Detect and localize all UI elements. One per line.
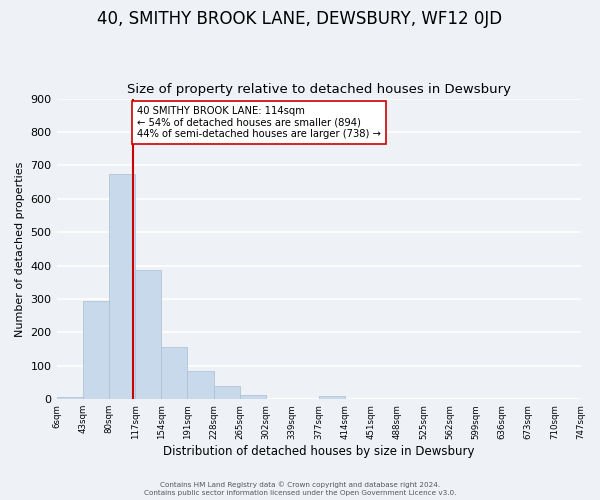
Title: Size of property relative to detached houses in Dewsbury: Size of property relative to detached ho… <box>127 83 511 96</box>
X-axis label: Distribution of detached houses by size in Dewsbury: Distribution of detached houses by size … <box>163 444 474 458</box>
Bar <box>239 394 266 399</box>
Bar <box>83 300 109 399</box>
Bar <box>319 396 345 399</box>
Text: 40, SMITHY BROOK LANE, DEWSBURY, WF12 0JD: 40, SMITHY BROOK LANE, DEWSBURY, WF12 0J… <box>97 10 503 28</box>
Text: Contains public sector information licensed under the Open Government Licence v3: Contains public sector information licen… <box>144 490 456 496</box>
Bar <box>56 396 83 399</box>
Y-axis label: Number of detached properties: Number of detached properties <box>15 161 25 336</box>
Text: 40 SMITHY BROOK LANE: 114sqm
← 54% of detached houses are smaller (894)
44% of s: 40 SMITHY BROOK LANE: 114sqm ← 54% of de… <box>137 106 381 139</box>
Text: Contains HM Land Registry data © Crown copyright and database right 2024.: Contains HM Land Registry data © Crown c… <box>160 481 440 488</box>
Bar <box>161 348 187 399</box>
Bar <box>109 174 135 399</box>
Bar <box>214 386 239 399</box>
Bar <box>135 270 161 399</box>
Bar <box>187 371 214 399</box>
